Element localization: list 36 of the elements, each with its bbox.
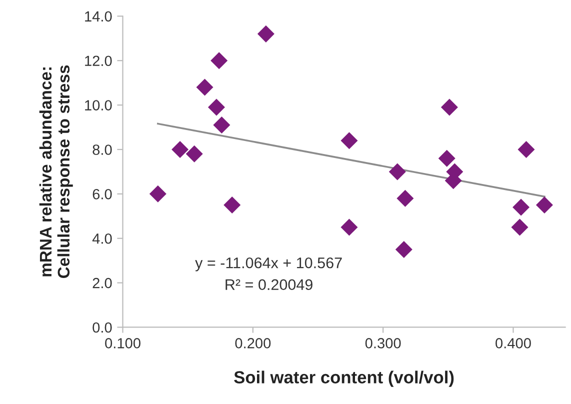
point	[208, 98, 225, 116]
y-tick-label: 4.0	[92, 233, 112, 244]
point	[257, 25, 274, 42]
point	[438, 150, 456, 167]
y-axis-title: mRNA relative abundance: Cellular response to stress	[39, 65, 73, 278]
point	[149, 185, 166, 202]
point	[518, 140, 535, 158]
point	[395, 240, 412, 258]
x-tick-label: 0.200	[235, 338, 271, 348]
point	[440, 98, 458, 116]
point	[512, 198, 530, 216]
x-tick-label: 0.400	[496, 338, 531, 348]
point	[340, 218, 358, 236]
x-tick-label: 0.100	[105, 338, 140, 348]
point	[536, 196, 553, 214]
x-tick-label: 0.300	[365, 338, 401, 348]
point	[172, 140, 189, 158]
y-tick-label: 6.0	[92, 189, 112, 200]
point	[186, 145, 203, 162]
annotation: y = -11.064x + 10.567	[195, 257, 342, 272]
y-tick-label: 2.0	[92, 278, 112, 288]
y-tick-label: 10.0	[85, 100, 112, 110]
point	[196, 78, 214, 96]
y-tick-label: 0.0	[92, 322, 112, 333]
point	[210, 52, 228, 70]
point	[396, 190, 414, 207]
point	[340, 132, 358, 150]
point	[511, 218, 528, 236]
point	[388, 163, 406, 180]
y-tick-label: 12.0	[85, 56, 112, 66]
y-tick-label: 8.0	[92, 144, 112, 155]
point	[224, 196, 241, 214]
y-tick-label: 14.0	[85, 11, 112, 22]
x-axis-title: Soil water content (vol/vol)	[234, 370, 454, 387]
point	[213, 116, 230, 134]
annotation: R² = 0.20049	[226, 279, 312, 290]
